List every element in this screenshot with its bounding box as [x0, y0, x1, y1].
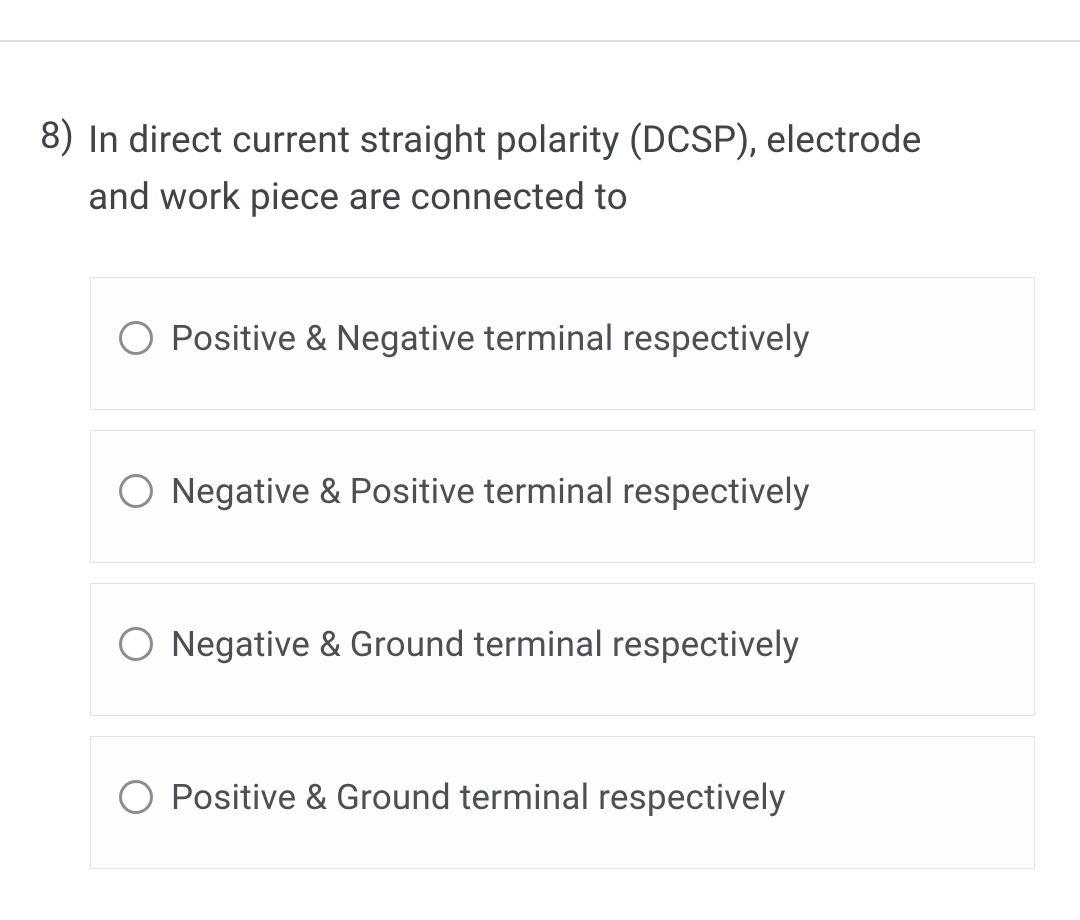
radio-icon[interactable]	[119, 780, 153, 814]
radio-icon[interactable]	[119, 321, 153, 355]
option-label: Negative & Positive terminal respectivel…	[171, 471, 810, 512]
radio-icon[interactable]	[119, 474, 153, 508]
question-block: 8) In direct current straight polarity (…	[0, 42, 1080, 869]
radio-icon[interactable]	[119, 627, 153, 661]
option-label: Positive & Negative terminal respectivel…	[171, 318, 810, 359]
option-1[interactable]: Positive & Negative terminal respectivel…	[90, 277, 1035, 410]
option-label: Positive & Ground terminal respectively	[171, 777, 786, 818]
question-row: 8) In direct current straight polarity (…	[40, 112, 1040, 227]
option-2[interactable]: Negative & Positive terminal respectivel…	[90, 430, 1035, 563]
options-list: Positive & Negative terminal respectivel…	[40, 277, 1040, 869]
option-label: Negative & Ground terminal respectively	[171, 624, 799, 665]
question-number: 8)	[40, 112, 74, 162]
option-3[interactable]: Negative & Ground terminal respectively	[90, 583, 1035, 716]
question-text: In direct current straight polarity (DCS…	[88, 112, 988, 227]
option-4[interactable]: Positive & Ground terminal respectively	[90, 736, 1035, 869]
